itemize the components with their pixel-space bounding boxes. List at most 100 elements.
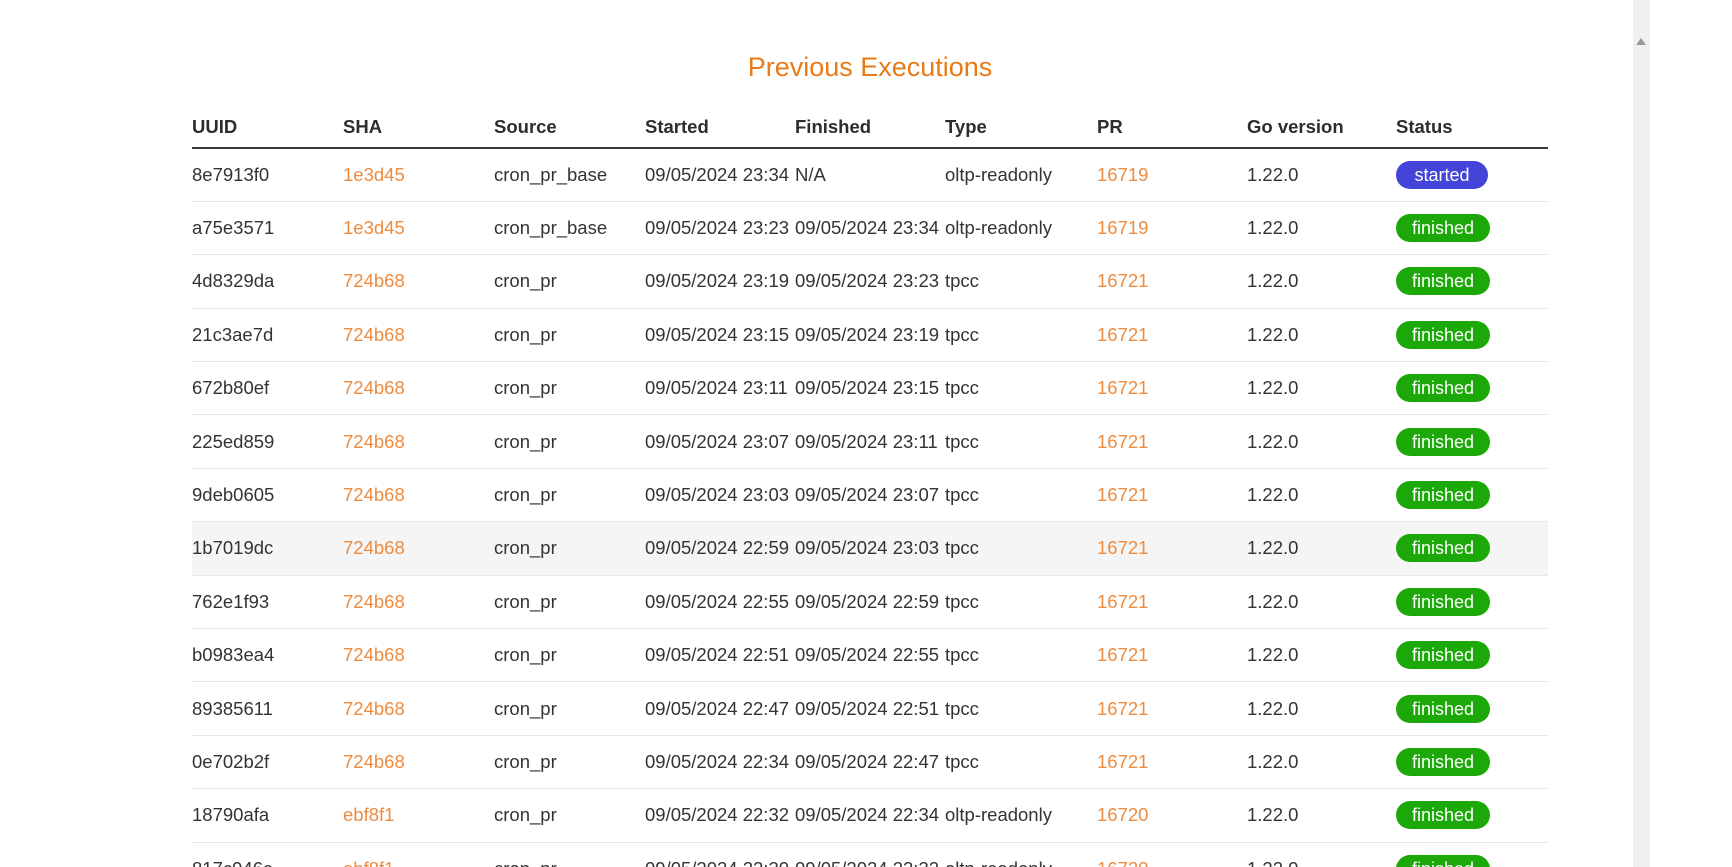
type-cell: tpcc <box>945 735 1097 790</box>
sha-link[interactable]: ebf8f1 <box>343 804 395 826</box>
started-cell: 09/05/2024 22:32 <box>645 788 795 843</box>
table-row[interactable]: a75e3571 1e3d45 cron_pr_base 09/05/2024 … <box>192 201 1548 256</box>
executions-table-body: 8e7913f0 1e3d45 cron_pr_base 09/05/2024 … <box>192 148 1548 867</box>
uuid-cell: 8e7913f0 <box>192 148 343 202</box>
sha-link[interactable]: 724b68 <box>343 750 405 772</box>
sha-link[interactable]: 724b68 <box>343 430 405 452</box>
uuid-cell: 4d8329da <box>192 254 343 309</box>
column-header-pr: PR <box>1097 106 1247 149</box>
sha-link[interactable]: 724b68 <box>343 270 405 292</box>
table-row[interactable]: 672b80ef 724b68 cron_pr 09/05/2024 23:11… <box>192 361 1548 416</box>
status-badge: finished <box>1396 214 1491 243</box>
source-cell: cron_pr <box>494 842 645 867</box>
column-header-uuid: UUID <box>192 106 343 149</box>
table-row[interactable]: 762e1f93 724b68 cron_pr 09/05/2024 22:55… <box>192 575 1548 630</box>
status-badge: finished <box>1396 641 1491 670</box>
status-badge: finished <box>1396 374 1491 403</box>
finished-cell: 09/05/2024 23:34 <box>795 201 945 256</box>
table-row[interactable]: 8e7913f0 1e3d45 cron_pr_base 09/05/2024 … <box>192 148 1548 202</box>
status-badge: started <box>1396 160 1488 189</box>
table-row[interactable]: 9deb0605 724b68 cron_pr 09/05/2024 23:03… <box>192 468 1548 523</box>
pr-link[interactable]: 16721 <box>1097 590 1149 612</box>
column-header-source: Source <box>494 106 645 149</box>
go-version-cell: 1.22.0 <box>1247 735 1396 790</box>
started-cell: 09/05/2024 22:34 <box>645 735 795 790</box>
source-cell: cron_pr <box>494 521 645 576</box>
uuid-cell: 21c3ae7d <box>192 308 343 363</box>
scrollbar[interactable] <box>1633 0 1650 867</box>
page-title: Previous Executions <box>747 52 993 82</box>
uuid-cell: b0983ea4 <box>192 628 343 683</box>
status-badge: finished <box>1396 320 1491 349</box>
sha-link[interactable]: 724b68 <box>343 537 405 559</box>
finished-cell: 09/05/2024 23:03 <box>795 521 945 576</box>
go-version-cell: 1.22.0 <box>1247 361 1396 416</box>
uuid-cell: 762e1f93 <box>192 575 343 630</box>
type-cell: oltp-readonly <box>945 201 1097 256</box>
status-badge: finished <box>1396 534 1491 563</box>
scroll-up-icon[interactable] <box>1636 38 1646 45</box>
table-row[interactable]: 1b7019dc 724b68 cron_pr 09/05/2024 22:59… <box>192 521 1548 576</box>
source-cell: cron_pr <box>494 361 645 416</box>
pr-link[interactable]: 16721 <box>1097 697 1149 719</box>
pr-link[interactable]: 16719 <box>1097 163 1149 185</box>
type-cell: tpcc <box>945 575 1097 630</box>
sha-link[interactable]: 724b68 <box>343 697 405 719</box>
pr-link[interactable]: 16719 <box>1097 217 1149 239</box>
sha-link[interactable]: 724b68 <box>343 644 405 666</box>
pr-link[interactable]: 16721 <box>1097 537 1149 559</box>
source-cell: cron_pr <box>494 575 645 630</box>
started-cell: 09/05/2024 23:03 <box>645 468 795 523</box>
pr-link[interactable]: 16721 <box>1097 377 1149 399</box>
source-cell: cron_pr <box>494 735 645 790</box>
finished-cell: 09/05/2024 22:51 <box>795 681 945 736</box>
table-row[interactable]: 225ed859 724b68 cron_pr 09/05/2024 23:07… <box>192 414 1548 469</box>
sha-link[interactable]: 724b68 <box>343 323 405 345</box>
type-cell: tpcc <box>945 308 1097 363</box>
column-header-started: Started <box>645 106 795 149</box>
table-row[interactable]: 18790afa ebf8f1 cron_pr 09/05/2024 22:32… <box>192 788 1548 843</box>
uuid-cell: 0e702b2f <box>192 735 343 790</box>
source-cell: cron_pr_base <box>494 148 645 202</box>
type-cell: tpcc <box>945 521 1097 576</box>
sha-link[interactable]: 724b68 <box>343 484 405 506</box>
sha-link[interactable]: 1e3d45 <box>343 163 405 185</box>
sha-link[interactable]: 1e3d45 <box>343 217 405 239</box>
uuid-cell: 672b80ef <box>192 361 343 416</box>
pr-link[interactable]: 16721 <box>1097 430 1149 452</box>
go-version-cell: 1.22.0 <box>1247 254 1396 309</box>
started-cell: 09/05/2024 23:34 <box>645 148 795 202</box>
go-version-cell: 1.22.0 <box>1247 788 1396 843</box>
pr-link[interactable]: 16721 <box>1097 323 1149 345</box>
finished-cell: 09/05/2024 23:23 <box>795 254 945 309</box>
status-badge: finished <box>1396 427 1491 456</box>
type-cell: tpcc <box>945 628 1097 683</box>
source-cell: cron_pr <box>494 788 645 843</box>
pr-link[interactable]: 16721 <box>1097 644 1149 666</box>
source-cell: cron_pr_base <box>494 201 645 256</box>
table-row[interactable]: b0983ea4 724b68 cron_pr 09/05/2024 22:51… <box>192 628 1548 683</box>
source-cell: cron_pr <box>494 414 645 469</box>
pr-link[interactable]: 16721 <box>1097 750 1149 772</box>
pr-link[interactable]: 16720 <box>1097 804 1149 826</box>
column-header-sha: SHA <box>343 106 494 149</box>
table-row[interactable]: 817c946c ebf8f1 cron_pr 09/05/2024 22:30… <box>192 842 1548 867</box>
table-row[interactable]: 0e702b2f 724b68 cron_pr 09/05/2024 22:34… <box>192 735 1548 790</box>
pr-link[interactable]: 16721 <box>1097 484 1149 506</box>
type-cell: tpcc <box>945 468 1097 523</box>
table-row[interactable]: 21c3ae7d 724b68 cron_pr 09/05/2024 23:15… <box>192 308 1548 363</box>
go-version-cell: 1.22.0 <box>1247 148 1396 202</box>
table-row[interactable]: 4d8329da 724b68 cron_pr 09/05/2024 23:19… <box>192 254 1548 309</box>
pr-link[interactable]: 16720 <box>1097 858 1148 867</box>
pr-link[interactable]: 16721 <box>1097 270 1149 292</box>
table-row[interactable]: 89385611 724b68 cron_pr 09/05/2024 22:47… <box>192 681 1548 736</box>
sha-link[interactable]: ebf8f1 <box>343 858 394 867</box>
started-cell: 09/05/2024 23:15 <box>645 308 795 363</box>
go-version-cell: 1.22.0 <box>1247 201 1396 256</box>
finished-cell: 09/05/2024 22:34 <box>795 788 945 843</box>
sha-link[interactable]: 724b68 <box>343 590 405 612</box>
source-cell: cron_pr <box>494 468 645 523</box>
sha-link[interactable]: 724b68 <box>343 377 405 399</box>
